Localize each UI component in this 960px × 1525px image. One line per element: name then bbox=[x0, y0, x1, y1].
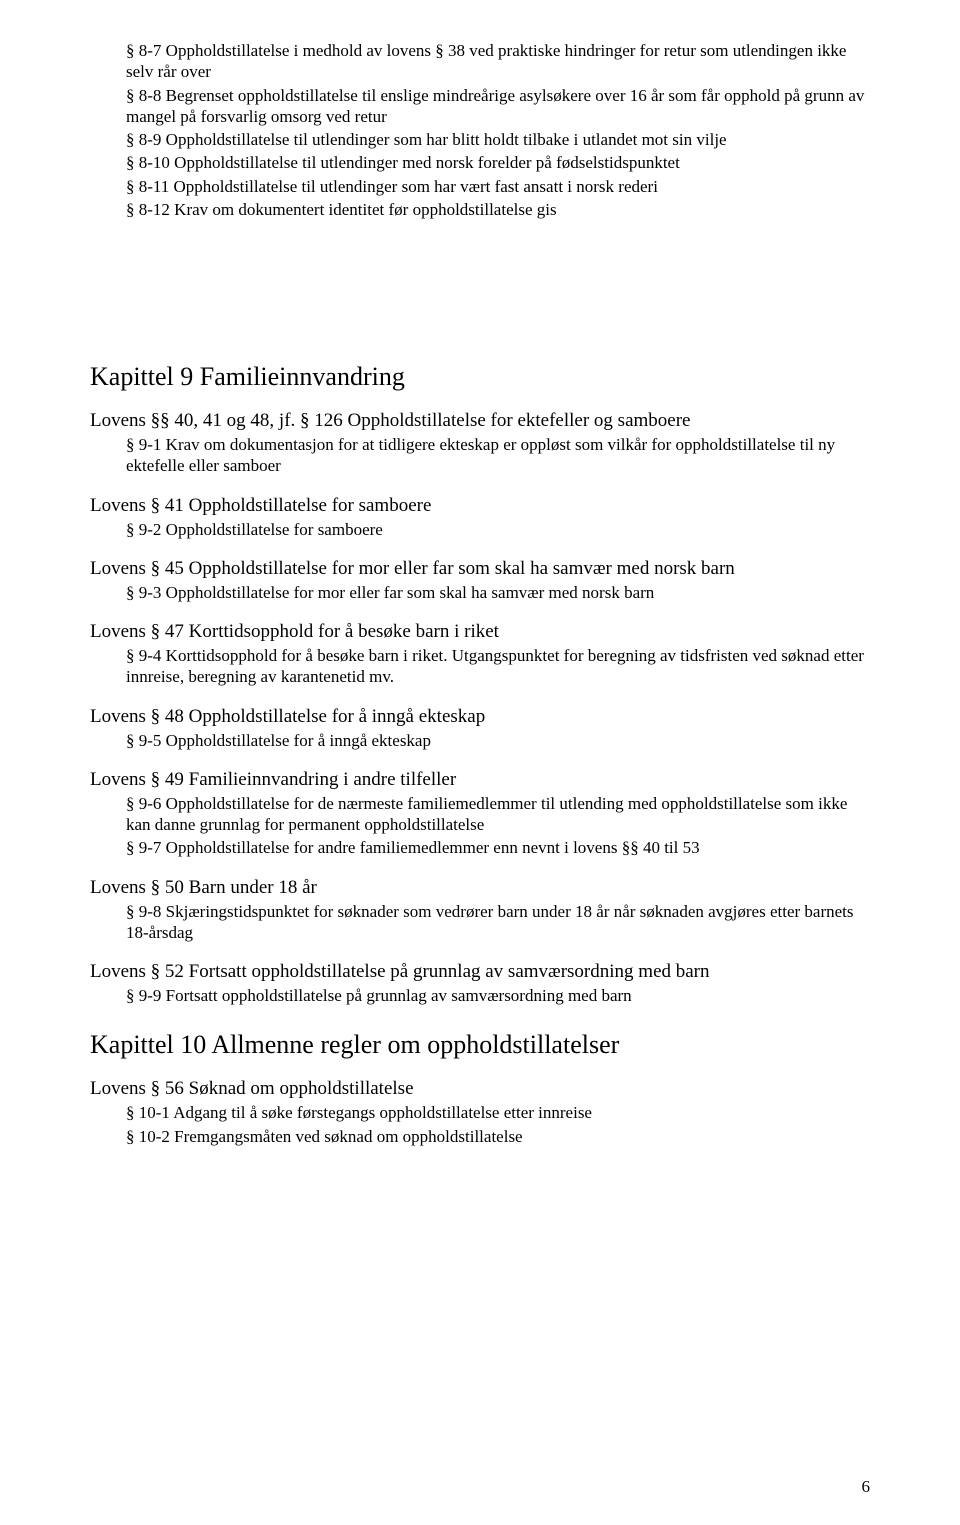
section-heading: Lovens § 56 Søknad om oppholdstillatelse bbox=[90, 1078, 870, 1100]
paragraph-item: § 8-10 Oppholdstillatelse til utlendinge… bbox=[126, 152, 870, 173]
chapter-9-title: Kapittel 9 Familieinnvandring bbox=[90, 362, 870, 392]
page-number: 6 bbox=[862, 1477, 871, 1497]
section-items: § 9-3 Oppholdstillatelse for mor eller f… bbox=[90, 582, 870, 603]
section-items: § 9-4 Korttidsopphold for å besøke barn … bbox=[90, 645, 870, 688]
section-heading: Lovens § 41 Oppholdstillatelse for sambo… bbox=[90, 495, 870, 517]
section-items: § 9-9 Fortsatt oppholdstillatelse på gru… bbox=[90, 985, 870, 1006]
paragraph-item: § 8-9 Oppholdstillatelse til utlendinger… bbox=[126, 129, 870, 150]
paragraph-item: § 10-2 Fremgangsmåten ved søknad om opph… bbox=[126, 1126, 870, 1147]
paragraph-item: § 8-11 Oppholdstillatelse til utlendinge… bbox=[126, 176, 870, 197]
section-heading: Lovens § 52 Fortsatt oppholdstillatelse … bbox=[90, 961, 870, 983]
section-heading: Lovens § 47 Korttidsopphold for å besøke… bbox=[90, 621, 870, 643]
paragraph-item: § 9-8 Skjæringstidspunktet for søknader … bbox=[126, 901, 870, 944]
paragraph-item: § 9-1 Krav om dokumentasjon for at tidli… bbox=[126, 434, 870, 477]
section-heading: Lovens § 49 Familieinnvandring i andre t… bbox=[90, 769, 870, 791]
spacer bbox=[90, 1008, 870, 1030]
section-items: § 9-2 Oppholdstillatelse for samboere bbox=[90, 519, 870, 540]
paragraph-item: § 8-7 Oppholdstillatelse i medhold av lo… bbox=[126, 40, 870, 83]
section-items: § 9-8 Skjæringstidspunktet for søknader … bbox=[90, 901, 870, 944]
section-heading: Lovens § 45 Oppholdstillatelse for mor e… bbox=[90, 558, 870, 580]
section-heading: Lovens § 50 Barn under 18 år bbox=[90, 877, 870, 899]
paragraph-item: § 9-9 Fortsatt oppholdstillatelse på gru… bbox=[126, 985, 870, 1006]
paragraph-item: § 9-5 Oppholdstillatelse for å inngå ekt… bbox=[126, 730, 870, 751]
section-heading: Lovens § 48 Oppholdstillatelse for å inn… bbox=[90, 706, 870, 728]
paragraph-item: § 8-12 Krav om dokumentert identitet før… bbox=[126, 199, 870, 220]
top-section-items: § 8-7 Oppholdstillatelse i medhold av lo… bbox=[90, 40, 870, 220]
section-items: § 9-5 Oppholdstillatelse for å inngå ekt… bbox=[90, 730, 870, 751]
paragraph-item: § 9-2 Oppholdstillatelse for samboere bbox=[126, 519, 870, 540]
spacer bbox=[90, 222, 870, 362]
paragraph-item: § 9-3 Oppholdstillatelse for mor eller f… bbox=[126, 582, 870, 603]
section-items: § 9-1 Krav om dokumentasjon for at tidli… bbox=[90, 434, 870, 477]
section-heading: Lovens §§ 40, 41 og 48, jf. § 126 Opphol… bbox=[90, 410, 870, 432]
paragraph-item: § 9-6 Oppholdstillatelse for de nærmeste… bbox=[126, 793, 870, 836]
paragraph-item: § 8-8 Begrenset oppholdstillatelse til e… bbox=[126, 85, 870, 128]
paragraph-item: § 10-1 Adgang til å søke førstegangs opp… bbox=[126, 1102, 870, 1123]
section-items: § 9-6 Oppholdstillatelse for de nærmeste… bbox=[90, 793, 870, 859]
section-items: § 10-1 Adgang til å søke førstegangs opp… bbox=[90, 1102, 870, 1147]
chapter-10-title: Kapittel 10 Allmenne regler om oppholdst… bbox=[90, 1030, 870, 1060]
document-page: § 8-7 Oppholdstillatelse i medhold av lo… bbox=[0, 0, 960, 1525]
paragraph-item: § 9-7 Oppholdstillatelse for andre famil… bbox=[126, 837, 870, 858]
paragraph-item: § 9-4 Korttidsopphold for å besøke barn … bbox=[126, 645, 870, 688]
